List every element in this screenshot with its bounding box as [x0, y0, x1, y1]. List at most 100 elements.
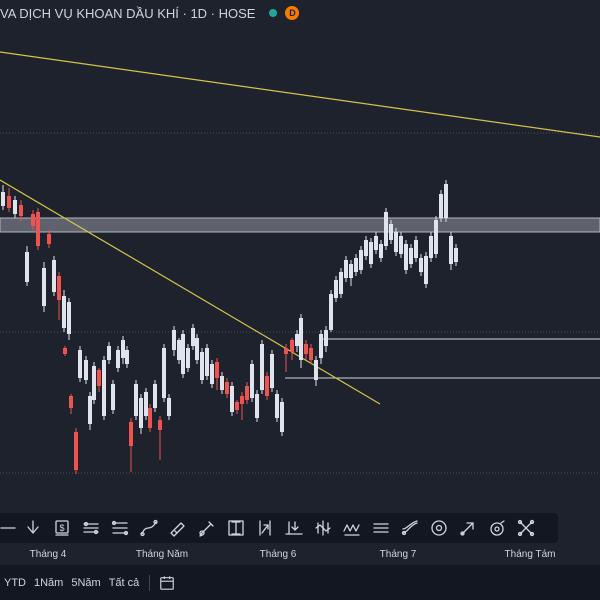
candle-body — [314, 360, 318, 380]
range-bar: YTD 1Năm 5Năm Tất cả — [0, 565, 600, 600]
drawing-toolbar: $ — [0, 513, 558, 543]
candle-body — [364, 240, 368, 256]
candle-body — [399, 236, 403, 254]
price-label-tool-button[interactable]: $ — [47, 513, 76, 543]
trendline-upper — [0, 51, 600, 138]
candle-body — [25, 252, 29, 282]
range-all-button[interactable]: Tất cả — [108, 576, 140, 589]
parallel-channel-tool-button[interactable] — [76, 513, 105, 543]
candle-body — [69, 396, 73, 408]
candle-body — [42, 268, 46, 306]
candle-body — [1, 192, 5, 206]
candle-body — [265, 376, 269, 396]
arrow-down-tool-button[interactable] — [18, 513, 47, 543]
candle-body — [384, 212, 388, 246]
curve-line-tool-button[interactable] — [134, 513, 163, 543]
candle-body — [319, 334, 323, 358]
parallel-channel-icon — [82, 521, 99, 535]
arrow-up-right-icon — [459, 522, 474, 536]
candle-body — [158, 420, 162, 430]
candle-body — [191, 328, 195, 346]
candle-body — [162, 348, 166, 398]
long-position-icon — [258, 520, 271, 536]
minus-line-tool-button[interactable] — [0, 513, 18, 543]
time-axis-label: Tháng 4 — [29, 549, 67, 560]
chart-area[interactable]: VA DỊCH VỤ KHOAN DẦU KHÍ · 1D · HOSE D $ — [0, 0, 600, 545]
candle-body — [334, 280, 338, 298]
candle-body — [344, 260, 348, 278]
cycle-lines-tool-button[interactable] — [366, 513, 395, 543]
text-cursor-tool-button[interactable] — [221, 513, 250, 543]
market-status-icon — [269, 9, 278, 17]
price-range-icon — [314, 520, 331, 536]
candle-body — [339, 272, 343, 294]
candle-body — [121, 340, 125, 358]
arrow-up-right-tool-button[interactable] — [453, 513, 482, 543]
candle-body — [215, 362, 219, 378]
arrow-down-icon — [26, 520, 39, 534]
candle-body — [349, 264, 353, 278]
candle-body — [409, 248, 413, 264]
candle-body — [240, 396, 244, 404]
range-1y-button[interactable]: 1Năm — [34, 576, 64, 589]
candle-body — [419, 258, 423, 272]
price-chart[interactable] — [0, 0, 600, 545]
candle-body — [235, 402, 239, 410]
resistance-zone — [0, 217, 600, 233]
range-5y-button[interactable]: 5Năm — [71, 576, 101, 589]
magnet-tool-button[interactable] — [482, 513, 511, 543]
candle-body — [19, 205, 23, 216]
symbol-title: VA DỊCH VỤ KHOAN DẦU KHÍ · 1D · HOSE — [0, 5, 256, 21]
ruler-pencil-tool-button[interactable] — [163, 513, 192, 543]
fib-retracement-tool-button[interactable] — [105, 513, 134, 543]
price-range-tool-button[interactable] — [308, 513, 337, 543]
elliott-wave-tool-button[interactable] — [337, 513, 366, 543]
calendar-icon[interactable] — [156, 572, 178, 594]
candle-body — [111, 384, 115, 410]
candle-body — [134, 384, 138, 416]
candle-body — [220, 376, 224, 390]
candle-body — [47, 234, 51, 244]
candle-body — [195, 338, 199, 360]
candle-body — [102, 360, 106, 416]
candle-body — [97, 370, 101, 386]
candle-body — [31, 214, 35, 226]
candle-body — [67, 302, 71, 334]
candle-body — [7, 196, 11, 208]
candle-body — [449, 236, 453, 264]
candle-body — [205, 348, 209, 376]
long-position-tool-button[interactable] — [250, 513, 279, 543]
candle-body — [414, 240, 418, 258]
pitchfork-icon — [401, 520, 418, 536]
candle-body — [78, 350, 82, 378]
candle-body — [63, 348, 67, 354]
candle-body — [250, 364, 254, 398]
candle-body — [186, 348, 190, 368]
candle-body — [275, 394, 279, 418]
candle-body — [369, 242, 373, 264]
candle-body — [144, 392, 148, 416]
candle-body — [324, 330, 328, 346]
candle-body — [129, 422, 133, 446]
candle-body — [434, 220, 438, 254]
candle-body — [394, 232, 398, 252]
time-axis[interactable]: Tháng 4 Tháng Năm Tháng 6 Tháng 7 Tháng Tám — [0, 545, 600, 565]
candle-body — [404, 244, 408, 270]
brush-tool-button[interactable] — [192, 513, 221, 543]
candle-body — [329, 294, 333, 330]
text-cursor-icon — [227, 520, 244, 536]
candle-body — [52, 260, 56, 292]
pitchfork-tool-button[interactable] — [395, 513, 424, 543]
candle-body — [153, 384, 157, 408]
candle-body — [139, 398, 143, 428]
circle-target-tool-button[interactable] — [424, 513, 453, 543]
cross-hair-tool-button[interactable] — [511, 513, 540, 543]
candle-body — [304, 344, 308, 354]
candle-body — [225, 382, 229, 394]
range-ytd-button[interactable]: YTD — [4, 576, 26, 589]
projection-tool-button[interactable] — [279, 513, 308, 543]
candle-body — [210, 364, 214, 384]
time-axis-label: Tháng Năm — [135, 549, 189, 560]
candle-body — [172, 330, 176, 350]
candle-body — [429, 236, 433, 258]
